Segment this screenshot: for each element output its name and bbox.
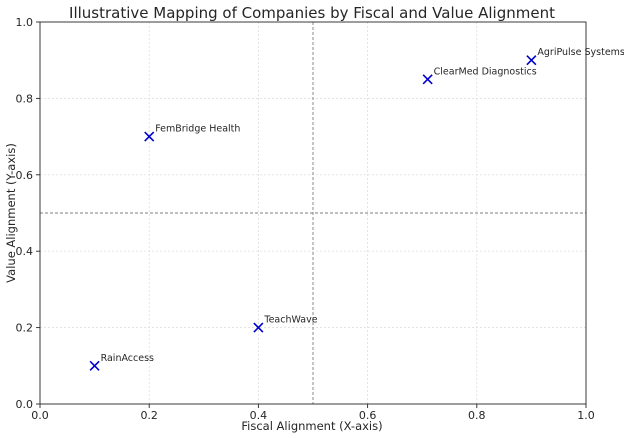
x-marker xyxy=(526,55,537,66)
chart-title: Illustrative Mapping of Companies by Fis… xyxy=(69,4,555,22)
point-label: FemBridge Health xyxy=(155,124,240,135)
y-tick-label: 0.8 xyxy=(16,92,34,105)
y-axis-ticks: 0.0 0.2 0.4 0.6 0.8 1.0 xyxy=(16,16,40,411)
data-point: ClearMed Diagnostics xyxy=(422,66,537,85)
point-label: ClearMed Diagnostics xyxy=(434,66,537,77)
point-label: RainAccess xyxy=(101,353,154,364)
y-tick-label: 0.0 xyxy=(16,398,34,411)
x-tick-label: 1.0 xyxy=(577,409,595,422)
point-label: TeachWave xyxy=(263,315,317,326)
x-tick-label: 0.2 xyxy=(140,409,158,422)
reference-lines xyxy=(40,22,586,404)
x-tick-label: 0.0 xyxy=(31,409,49,422)
data-point: RainAccess xyxy=(89,353,154,371)
point-label: AgriPulse Systems xyxy=(537,47,624,58)
x-marker xyxy=(144,131,155,142)
x-tick-label: 0.6 xyxy=(359,409,377,422)
y-tick-label: 0.4 xyxy=(16,245,34,258)
y-axis-title: Value Alignment (Y-axis) xyxy=(4,143,18,283)
y-tick-label: 0.6 xyxy=(16,169,34,182)
data-point: AgriPulse Systems xyxy=(526,47,624,66)
x-axis-ticks: 0.0 0.2 0.4 0.6 0.8 1.0 xyxy=(31,404,595,422)
x-tick-label: 0.8 xyxy=(468,409,486,422)
plot-area-frame xyxy=(39,21,587,405)
y-tick-label: 0.2 xyxy=(16,322,34,335)
x-marker xyxy=(89,360,100,371)
x-marker xyxy=(422,74,433,85)
x-tick-label: 0.4 xyxy=(250,409,268,422)
data-point: FemBridge Health xyxy=(144,124,240,142)
x-marker xyxy=(253,322,264,333)
x-axis-title: Fiscal Alignment (X-axis) xyxy=(241,419,382,433)
data-point: TeachWave xyxy=(253,315,318,333)
y-tick-label: 1.0 xyxy=(16,16,34,29)
